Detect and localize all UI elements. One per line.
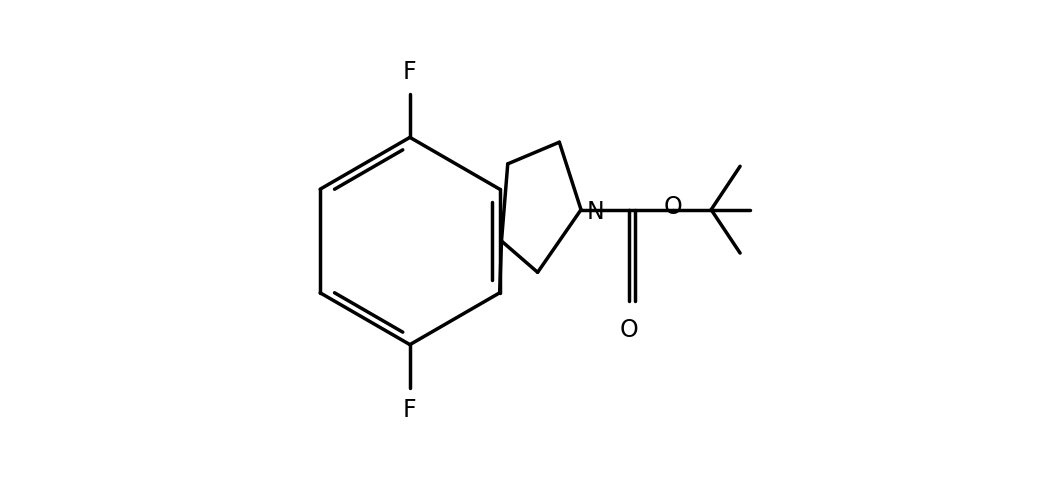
Text: F: F	[403, 398, 417, 422]
Text: N: N	[587, 200, 604, 224]
Text: F: F	[403, 60, 417, 84]
Text: O: O	[620, 318, 639, 342]
Text: O: O	[663, 195, 682, 219]
